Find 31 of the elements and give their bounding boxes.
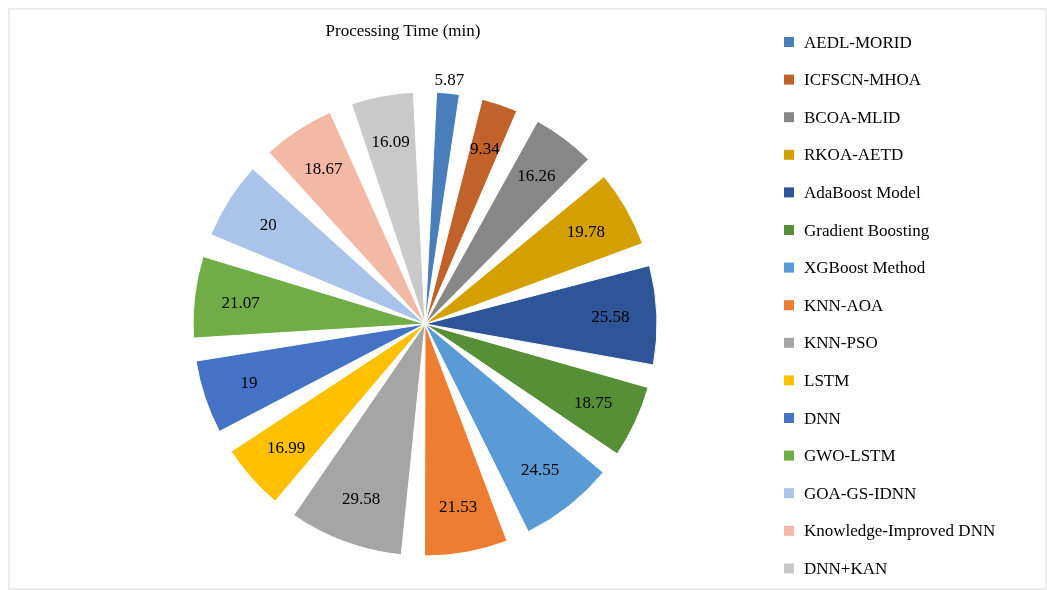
data-label: 5.87	[434, 69, 465, 89]
legend-label: AdaBoost Model	[804, 182, 921, 202]
legend-label: XGBoost Method	[804, 258, 926, 278]
legend-label: Knowledge-Improved DNN	[804, 521, 996, 541]
legend-label: GOA-GS-IDNN	[804, 483, 917, 503]
data-label: 18.67	[304, 159, 343, 179]
legend-label: KNN-AOA	[804, 295, 885, 315]
legend-label: RKOA-AETD	[804, 145, 904, 165]
data-label: 19.78	[566, 221, 606, 241]
data-label: 19	[240, 373, 258, 393]
legend-label: KNN-PSO	[804, 333, 878, 353]
data-label: 29.58	[341, 488, 381, 508]
data-label: 16.99	[266, 437, 306, 457]
legend-label: LSTM	[804, 370, 850, 390]
data-label: 21.53	[439, 497, 478, 517]
chart-title: Processing Time (min)	[325, 20, 481, 40]
legend-label: Gradient Boosting	[804, 220, 930, 240]
data-label: 20	[259, 215, 277, 235]
data-label: 9.34	[469, 138, 501, 158]
legend-label: AEDL-MORID	[804, 32, 912, 52]
data-label: 16.09	[371, 132, 410, 152]
data-label: 18.75	[574, 392, 613, 412]
legend-label: BCOA-MLID	[804, 107, 901, 127]
legend-label: DNN+KAN	[804, 558, 888, 578]
legend-label: GWO-LSTM	[804, 446, 896, 466]
data-label: 25.58	[591, 307, 630, 327]
data-label: 21.07	[221, 292, 261, 312]
legend-label: ICFSCN-MHOA	[804, 70, 922, 90]
data-label: 16.26	[517, 166, 556, 186]
legend-label: DNN	[804, 408, 841, 428]
data-label: 24.55	[520, 460, 560, 480]
